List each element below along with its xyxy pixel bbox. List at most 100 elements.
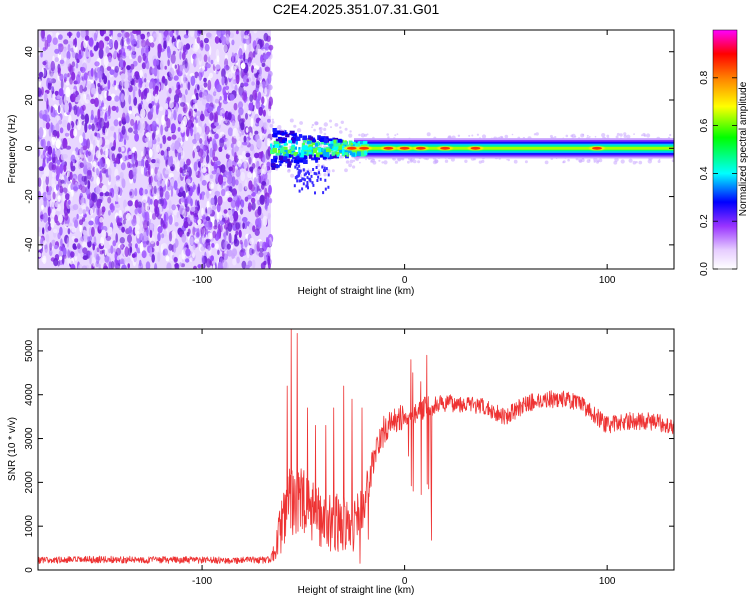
noise-speckle [116,256,120,261]
burst-blob [273,141,278,144]
noise-speckle [161,243,168,249]
noise-speckle [199,53,202,62]
noise-speckle [234,151,237,162]
noise-speckle [63,254,67,259]
noise-speckle [264,87,268,96]
noise-speckle [112,240,117,247]
noise-speckle [218,146,223,152]
noise-speckle [169,67,175,78]
noise-speckle [201,87,205,93]
noise-speckle [262,109,266,117]
tone-hotspot-core [440,146,451,150]
burst-blob [271,158,275,164]
noise-speckle [135,115,140,121]
noise-speckle [210,197,215,206]
noise-speckle [243,35,249,40]
burst-tail [298,173,300,177]
halo-speckle [658,158,661,161]
noise-speckle [87,179,91,190]
noise-speckle [138,87,141,98]
tone-hotspot-core [359,146,370,150]
burst-blob [350,142,353,146]
halo-speckle [619,133,623,137]
noise-speckle [65,193,70,201]
noise-speckle [189,115,195,123]
noise-speckle [256,43,261,54]
noise-speckle [130,63,135,70]
noise-speckle [114,95,120,102]
noise-speckle [58,119,63,125]
burst-blob [292,138,295,143]
noise-speckle [138,122,144,134]
noise-speckle [149,229,153,238]
noise-speckle [252,225,256,233]
noise-speckle [125,212,131,221]
noise-speckle [70,251,75,258]
noise-speckle [52,151,55,158]
noise-speckle [117,153,123,159]
halo-speckle [524,160,528,164]
noise-speckle [201,255,205,265]
noise-speckle [40,52,43,58]
noise-speckle [94,132,98,137]
noise-speckle [86,80,92,90]
noise-speckle [181,168,187,174]
noise-speckle [64,102,69,113]
burst-tail [303,173,306,177]
noise-speckle [120,47,126,56]
burst-tail [298,164,301,168]
noise-speckle [171,142,176,152]
halo-speckle [647,159,652,164]
burst-blob [306,140,312,144]
noise-speckle [240,30,245,39]
noise-speckle [228,209,233,216]
halo-speckle [444,159,449,163]
noise-speckle [52,228,58,234]
noise-speckle [51,171,55,178]
noise-speckle [107,196,112,204]
noise-speckle [259,131,265,141]
noise-speckle [147,196,150,202]
noise-speckle [253,68,258,74]
noise-speckle [51,199,56,208]
burst-blob [280,148,285,154]
noise-speckle [178,41,184,47]
noise-speckle [107,167,112,177]
noise-speckle [266,138,272,147]
burst-blob [326,148,331,152]
halo-speckle [582,133,585,136]
burst-tail [306,183,309,187]
noise-speckle [257,168,261,175]
noise-speckle [181,134,185,143]
noise-speckle [42,114,48,121]
noise-speckle [110,202,115,213]
noise-speckle [128,110,132,115]
burst-blob [328,143,334,147]
burst-blob [346,153,349,157]
noise-speckle [187,81,191,91]
halo-speckle [586,134,589,137]
burst-blob [288,161,292,166]
burst-blob [320,137,325,142]
burst-tail [309,179,312,183]
noise-speckle [74,238,79,243]
noise-speckle [46,140,51,147]
noise-speckle [201,207,204,217]
noise-speckle [263,260,267,266]
noise-speckle [201,42,204,49]
noise-speckle [171,86,174,91]
noise-speckle [249,166,254,172]
noise-speckle [185,135,189,141]
noise-speckle [239,118,245,127]
noise-speckle [72,243,77,250]
noise-speckle [67,228,71,235]
noise-speckle [95,136,100,147]
noise-speckle [221,108,226,114]
noise-speckle [69,171,73,180]
burst-tail [302,168,305,172]
noise-speckle [193,110,196,118]
colorbar-ticks: 0.0 0.2 0.4 0.6 0.8 [699,70,737,276]
burst-blob [298,148,301,153]
noise-speckle [266,84,271,94]
noise-speckle [221,188,226,197]
